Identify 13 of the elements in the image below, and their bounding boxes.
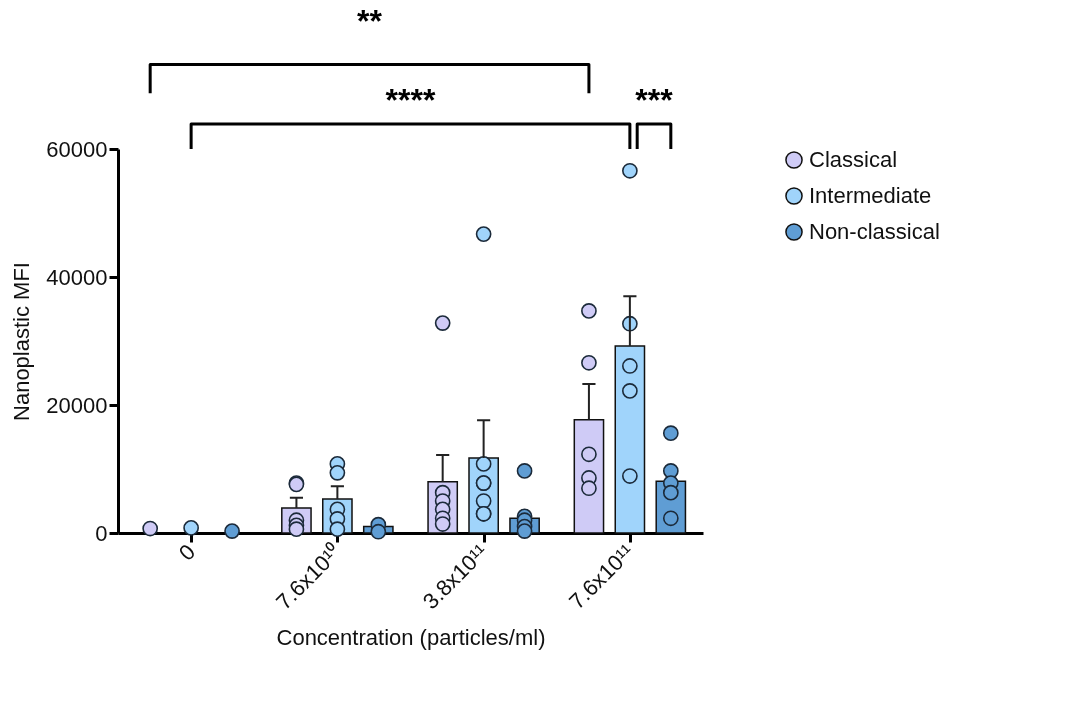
y-tick-label: 40000 <box>46 264 108 290</box>
legend-label: Classical <box>809 147 898 172</box>
text: *** <box>635 82 674 118</box>
y-tick-label: 20000 <box>46 392 108 418</box>
y-axis-title: Nanoplastic MFI <box>9 262 35 421</box>
x-axis-title: Concentration (particles/ml) <box>276 624 546 650</box>
x-tick-label: 0 <box>173 539 201 566</box>
y-tick-label: 0 <box>95 520 108 546</box>
legend-label: Non-classical <box>809 219 940 244</box>
text: ** <box>357 3 383 40</box>
y-tick-label: 60000 <box>46 136 108 162</box>
text: **** <box>385 82 436 118</box>
legend-label: Intermediate <box>809 183 932 208</box>
